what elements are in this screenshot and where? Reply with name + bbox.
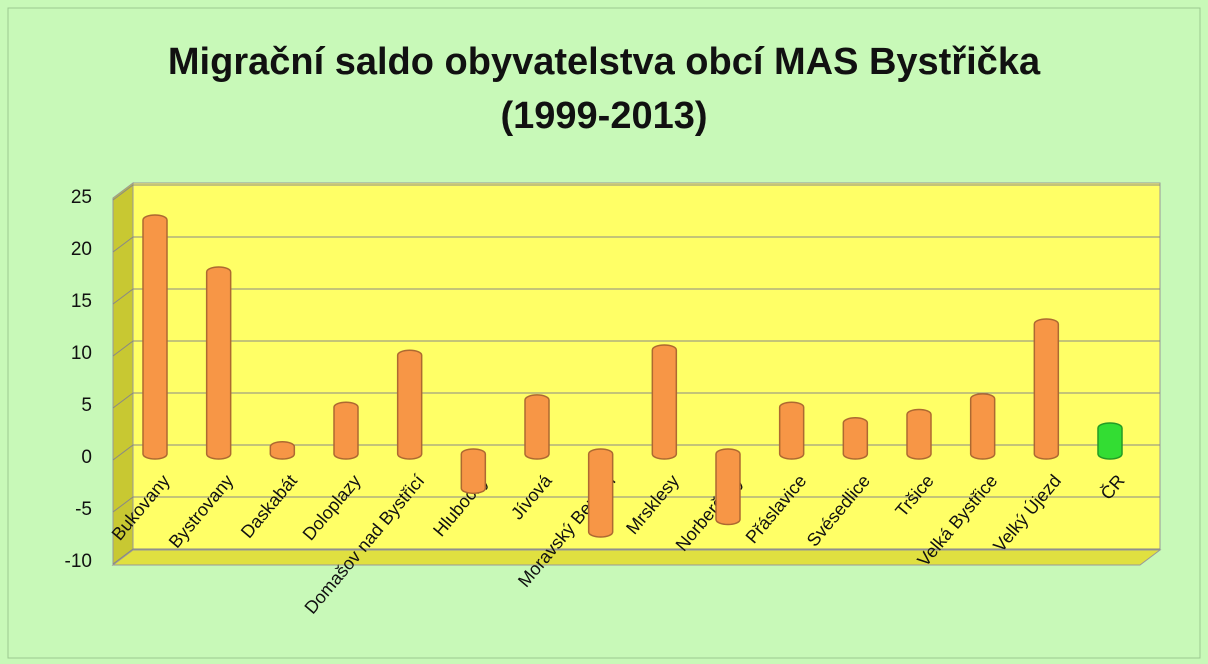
bar	[396, 349, 423, 460]
bar	[906, 408, 932, 460]
bar	[269, 440, 296, 460]
bar	[778, 401, 805, 460]
grid-line	[112, 340, 134, 357]
bar	[524, 394, 550, 460]
bar	[460, 448, 487, 495]
bar	[333, 401, 359, 460]
y-tick-label: 15	[71, 291, 92, 312]
grid-line	[112, 444, 134, 461]
grid-line	[112, 288, 134, 305]
bar	[587, 448, 614, 538]
bar	[1097, 422, 1123, 460]
bar	[842, 417, 869, 460]
grid-line	[112, 236, 134, 253]
y-tick-label: 5	[81, 395, 92, 416]
bar	[715, 448, 741, 526]
chart-title: (1999-2013)	[500, 95, 707, 137]
grid-line	[112, 392, 134, 409]
bar	[969, 393, 996, 460]
y-tick-label: -10	[65, 551, 92, 572]
y-tick-label: 25	[71, 187, 92, 208]
bar	[651, 344, 678, 460]
floor	[111, 549, 1162, 566]
chart-title: Migrační saldo obyvatelstva obcí MAS Bys…	[168, 41, 1041, 83]
bar	[142, 214, 168, 460]
grid-line	[112, 184, 134, 201]
bar	[205, 266, 232, 460]
grid-line	[112, 548, 134, 565]
grid-line	[112, 496, 134, 513]
bar	[1033, 318, 1060, 460]
y-tick-label: -5	[75, 499, 92, 520]
y-tick-label: 10	[71, 343, 92, 364]
chart-border	[7, 7, 1201, 659]
y-tick-label: 0	[81, 447, 92, 468]
y-tick-label: 20	[71, 239, 92, 260]
